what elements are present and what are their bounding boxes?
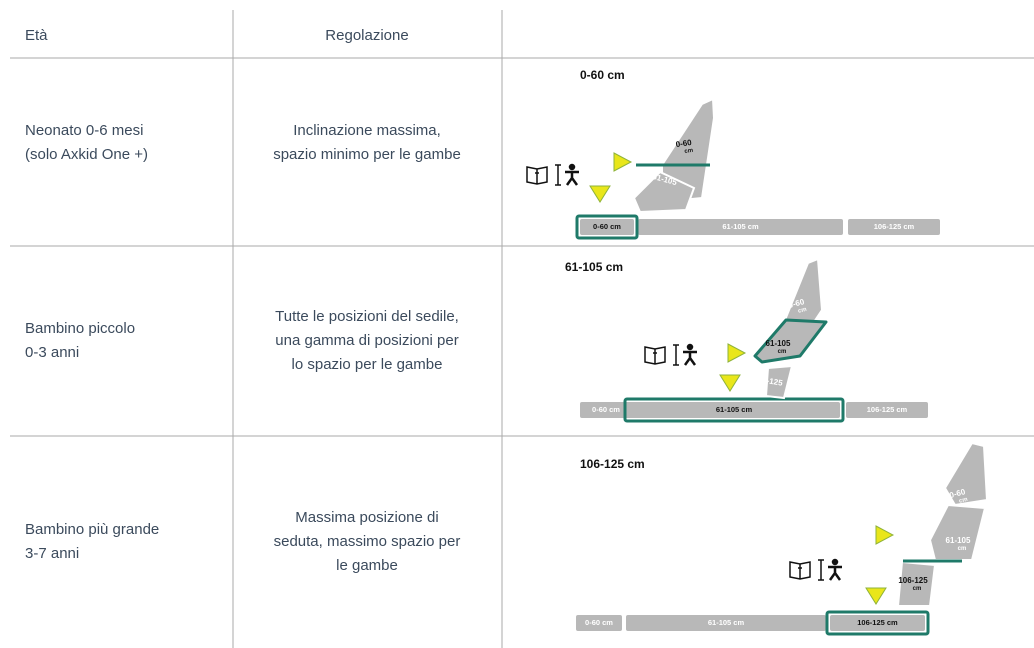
icons bbox=[526, 163, 579, 186]
header-cell: Regolazione bbox=[325, 27, 408, 44]
person-head bbox=[686, 343, 694, 351]
seat-selected bbox=[753, 318, 828, 364]
arrow-right bbox=[875, 525, 895, 545]
age-text: Neonato 0-6 mesi bbox=[25, 122, 143, 139]
adjustment-text: Inclinazione massima, bbox=[293, 122, 441, 139]
size-bar bbox=[576, 615, 622, 631]
seat-label-text: 0-60 bbox=[948, 487, 966, 500]
size-bar-label: 0-60 cm bbox=[592, 405, 620, 414]
seat-label-unit: cm bbox=[913, 586, 922, 592]
age-text: (solo Axkid One +) bbox=[25, 146, 148, 163]
adjustment-text: spazio minimo per le gambe bbox=[273, 146, 461, 163]
arrow-right bbox=[727, 343, 747, 363]
adjustment-text: lo spazio per le gambe bbox=[292, 356, 443, 373]
adjustment-text: una gamma di posizioni per bbox=[275, 332, 458, 349]
header-cell: Età bbox=[25, 27, 48, 44]
person-head bbox=[568, 163, 576, 171]
size-bar-label: 61-105 cm bbox=[708, 618, 745, 627]
height-icon bbox=[673, 344, 679, 366]
size-bar-label: 106-125 cm bbox=[857, 618, 898, 627]
seat-part bbox=[896, 560, 937, 607]
arrow-down bbox=[865, 587, 887, 605]
seat-part bbox=[943, 441, 989, 507]
size-bar-label: 61-105 cm bbox=[716, 405, 753, 414]
seat-part bbox=[764, 364, 794, 400]
height-icon bbox=[818, 559, 824, 581]
selected-outline bbox=[623, 397, 845, 423]
size-bar-label: 61-105 cm bbox=[722, 222, 759, 231]
seat-part bbox=[783, 257, 824, 327]
seat-label-unit: cm bbox=[958, 497, 968, 505]
size-bar bbox=[846, 402, 928, 418]
seat-label-unit: cm bbox=[797, 307, 807, 315]
seat-part bbox=[928, 503, 987, 561]
size-bar bbox=[638, 219, 843, 235]
size-bar bbox=[626, 615, 826, 631]
age-text: Bambino più grande bbox=[25, 521, 159, 538]
seat-label-text: 0-60 bbox=[675, 138, 693, 149]
size-bar bbox=[848, 219, 940, 235]
size-bar bbox=[580, 219, 634, 235]
person-head bbox=[831, 558, 839, 566]
book-icon bbox=[526, 166, 548, 185]
selected-outline bbox=[825, 610, 930, 636]
seat-label-text: 61-105 bbox=[766, 339, 791, 348]
diagram-title: 0-60 cm bbox=[580, 68, 625, 82]
book-icon bbox=[789, 561, 811, 580]
size-bar bbox=[628, 402, 840, 418]
book-icon bbox=[644, 346, 666, 365]
person-body bbox=[683, 350, 697, 366]
age-text: Bambino piccolo bbox=[25, 320, 135, 337]
seat-label-text: 0-60 bbox=[787, 297, 805, 310]
icons bbox=[644, 343, 697, 366]
seat-label-unit: cm bbox=[778, 349, 787, 355]
seat-part bbox=[632, 170, 696, 214]
diagram-title: 61-105 cm bbox=[565, 260, 623, 274]
adjustment-text: Tutte le posizioni del sedile, bbox=[275, 308, 459, 325]
table-grid bbox=[10, 10, 1034, 648]
size-bar bbox=[830, 615, 925, 631]
age-text: 0-3 anni bbox=[25, 344, 79, 361]
seat-label-text: 106-125 bbox=[898, 576, 928, 585]
person-body bbox=[828, 565, 842, 581]
size-bar-label: 0-60 cm bbox=[593, 222, 621, 231]
person-body bbox=[565, 170, 579, 186]
seat-label: 6-125 bbox=[762, 375, 784, 388]
arrow-down bbox=[719, 374, 741, 392]
arrow-right bbox=[613, 152, 633, 172]
adjustment-text: seduta, massimo spazio per bbox=[274, 533, 461, 550]
age-text: 3-7 anni bbox=[25, 545, 79, 562]
size-bar-label: 106-125 cm bbox=[867, 405, 908, 414]
size-bar bbox=[580, 402, 632, 418]
selected-outline bbox=[575, 214, 639, 240]
icons bbox=[789, 558, 842, 581]
size-bar-label: 106-125 cm bbox=[874, 222, 915, 231]
adjustment-text: Massima posizione di bbox=[295, 509, 438, 526]
adjustment-text: le gambe bbox=[336, 557, 398, 574]
seat-label-text: 6-125 bbox=[762, 375, 784, 388]
seat-label-text: 61-105 bbox=[946, 536, 971, 545]
seat-label-unit: cm bbox=[684, 148, 693, 155]
arrow-down bbox=[589, 185, 611, 203]
size-bar-label: 0-60 cm bbox=[585, 618, 613, 627]
height-icon bbox=[555, 164, 561, 186]
seat-label-unit: cm bbox=[958, 546, 967, 552]
diagram-title: 106-125 cm bbox=[580, 457, 645, 471]
